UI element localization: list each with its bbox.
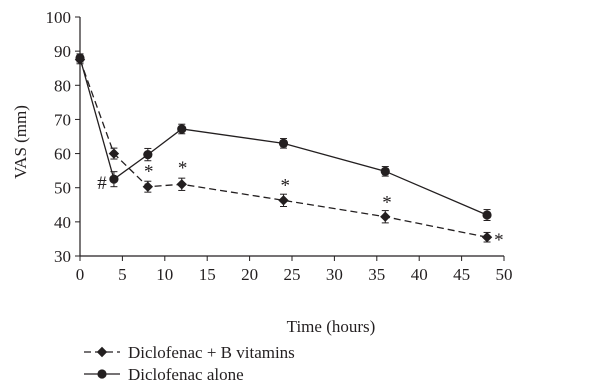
data-point (108, 148, 120, 159)
data-point (109, 174, 119, 184)
y-tick-label: 30 (54, 247, 71, 266)
legend-label: Diclofenac alone (128, 365, 244, 383)
data-point (143, 149, 153, 160)
y-axis-title: VAS (mm) (11, 105, 30, 179)
x-tick-label: 50 (496, 265, 513, 284)
series-2 (75, 53, 492, 221)
legend-label: Diclofenac + B vitamins (128, 343, 295, 362)
y-tick-label: 80 (54, 76, 71, 95)
annotations: # * * * * * (97, 158, 503, 251)
y-tick-label: 100 (46, 8, 72, 27)
y-tick-label: 50 (54, 179, 71, 198)
data-point (380, 166, 390, 176)
significance-marker: * (144, 162, 154, 183)
data-point (176, 179, 187, 190)
significance-marker: * (494, 230, 504, 251)
x-tick-label: 10 (156, 265, 173, 284)
y-tick-label: 60 (54, 145, 71, 164)
data-point (482, 210, 492, 220)
x-tick-label: 5 (118, 265, 127, 284)
y-tick-label: 70 (54, 110, 71, 129)
significance-marker: # (97, 173, 107, 194)
x-tick-label: 25 (284, 265, 301, 284)
data-point (142, 181, 154, 192)
data-point (75, 53, 85, 63)
data-point (177, 124, 187, 134)
data-point (278, 195, 289, 206)
data-point (278, 138, 289, 148)
y-tick-label: 40 (54, 213, 71, 232)
significance-marker: * (280, 175, 290, 196)
significance-marker: * (382, 192, 392, 213)
x-tick-label: 30 (326, 265, 343, 284)
legend-marker (96, 346, 108, 358)
x-tick-label: 35 (368, 265, 385, 284)
data-point (380, 211, 391, 222)
x-tick-label: 0 (76, 265, 85, 284)
x-tick-label: 45 (453, 265, 470, 284)
legend-marker (97, 369, 107, 379)
x-tick-label: 20 (241, 265, 258, 284)
series-layer (74, 53, 493, 243)
axes: 0 5 10 15 20 25 30 35 40 45 50 30 40 50 60 70 80 90 100 (46, 8, 513, 284)
x-axis-title: Time (hours) (287, 317, 376, 336)
data-point (481, 232, 493, 243)
x-tick-label: 15 (199, 265, 216, 284)
y-tick-label: 90 (54, 42, 71, 61)
significance-marker: * (178, 158, 188, 179)
legend: Diclofenac + B vitamins Diclofenac alone (84, 343, 295, 383)
x-tick-label: 40 (411, 265, 428, 284)
